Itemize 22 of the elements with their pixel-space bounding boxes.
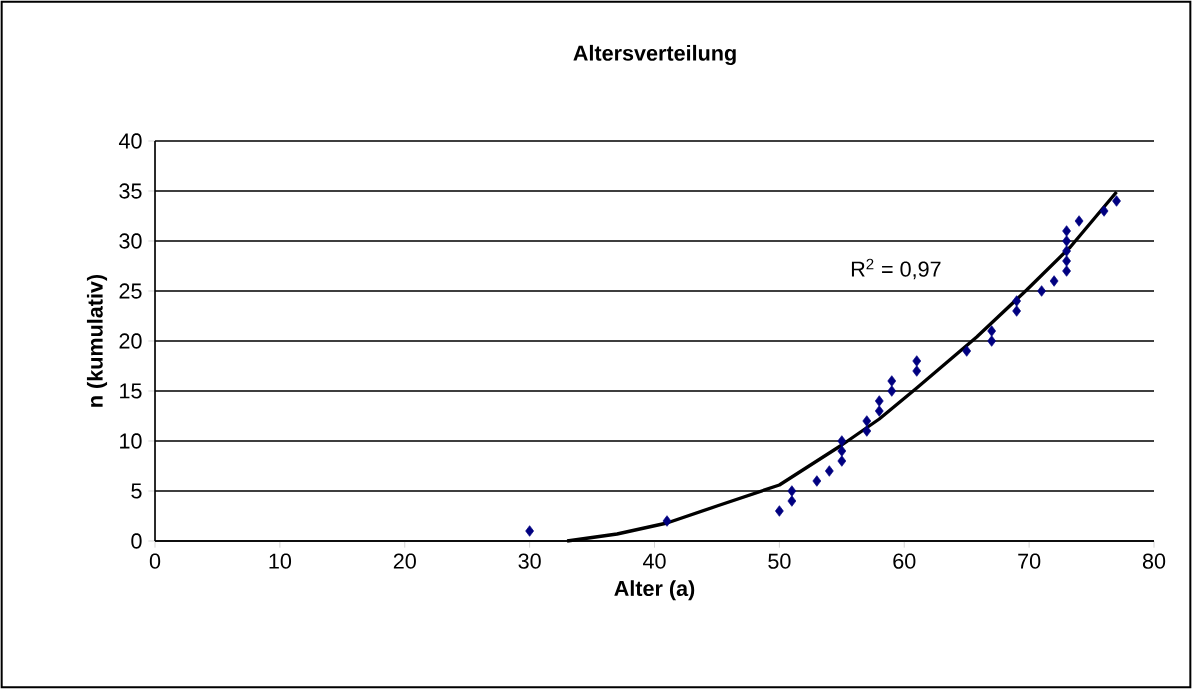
x-tick-label: 80 [1142, 553, 1166, 569]
x-tick-label: 0 [149, 553, 161, 569]
y-axis-title: n (kumulativ) [86, 274, 108, 407]
y-tick-label: 30 [119, 233, 142, 249]
y-tick-label: 15 [120, 383, 142, 399]
y-tick-label: 0 [131, 533, 142, 549]
x-tick-label: 40 [643, 553, 666, 569]
y-tick-label: 35 [119, 183, 142, 199]
y-tick-label: 25 [119, 283, 142, 299]
x-tick-label: 50 [768, 553, 791, 569]
x-axis-title: Alter (a) [614, 580, 695, 601]
x-tick-label: 60 [893, 553, 916, 569]
x-tick-label: 20 [393, 553, 416, 569]
y-tick-label: 40 [118, 133, 142, 149]
x-tick-label: 10 [269, 553, 292, 569]
x-tick-label: 70 [1018, 553, 1041, 569]
annotation: R$^{2}$ = 0,97 [851, 258, 941, 280]
y-tick-label: 20 [119, 333, 142, 349]
chart-title: Altersverteilung [573, 44, 736, 66]
y-tick-label: 5 [131, 483, 142, 499]
x-tick-label: 30 [518, 553, 541, 569]
y-tick-label: 10 [120, 433, 142, 449]
